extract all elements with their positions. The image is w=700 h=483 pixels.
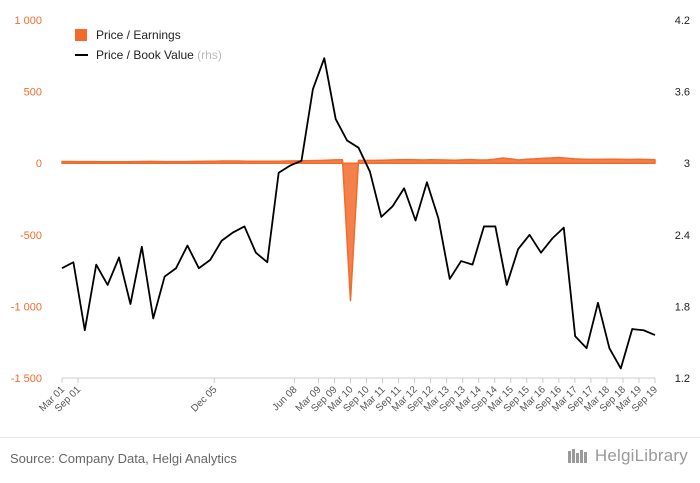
x-tick-label: Dec 05 [189,384,219,414]
y-right-tick-label: 1.2 [675,373,690,385]
brand-name: HelgiLibrary [594,446,688,465]
y-right-tick-label: 1.8 [675,301,690,313]
pbv-line [61,57,656,370]
y-axis-left: -1 500 -1 000 -500 0 500 1 000 [11,15,42,385]
y-right-tick-label: 4.2 [675,15,690,27]
y-left-tick-label: 1 000 [14,15,42,27]
y-left-tick-label: -500 [20,230,42,242]
legend-label-pbv: Price / Book Value (rhs) [96,48,222,62]
legend-swatch-pe [75,29,87,41]
legend: Price / Earnings Price / Book Value (rhs… [75,28,222,62]
y-right-tick-label: 3 [684,158,690,170]
y-right-tick-label: 3.6 [675,87,690,99]
y-left-tick-label: -1 000 [11,301,42,313]
chart-svg: -1 500 -1 000 -500 0 500 1 000 1.2 1.8 2.4 3 3.6 4… [11,15,690,415]
pbv-series [61,57,656,370]
pe-area [61,156,656,302]
legend-label-pe: Price / Earnings [96,28,181,42]
y-left-tick-label: -1 500 [11,373,42,385]
y-left-tick-label: 0 [36,158,42,170]
y-axis-right: 1.2 1.8 2.4 3 3.6 4.2 [675,15,690,385]
library-icon [567,449,587,463]
source-note: Source: Company Data, Helgi Analytics [10,451,237,466]
footer-divider [0,437,700,438]
y-right-tick-label: 2.4 [675,230,690,242]
y-left-tick-label: 500 [24,87,42,99]
pe-series [61,156,656,302]
brand-logo[interactable]: HelgiLibrary [567,446,688,466]
